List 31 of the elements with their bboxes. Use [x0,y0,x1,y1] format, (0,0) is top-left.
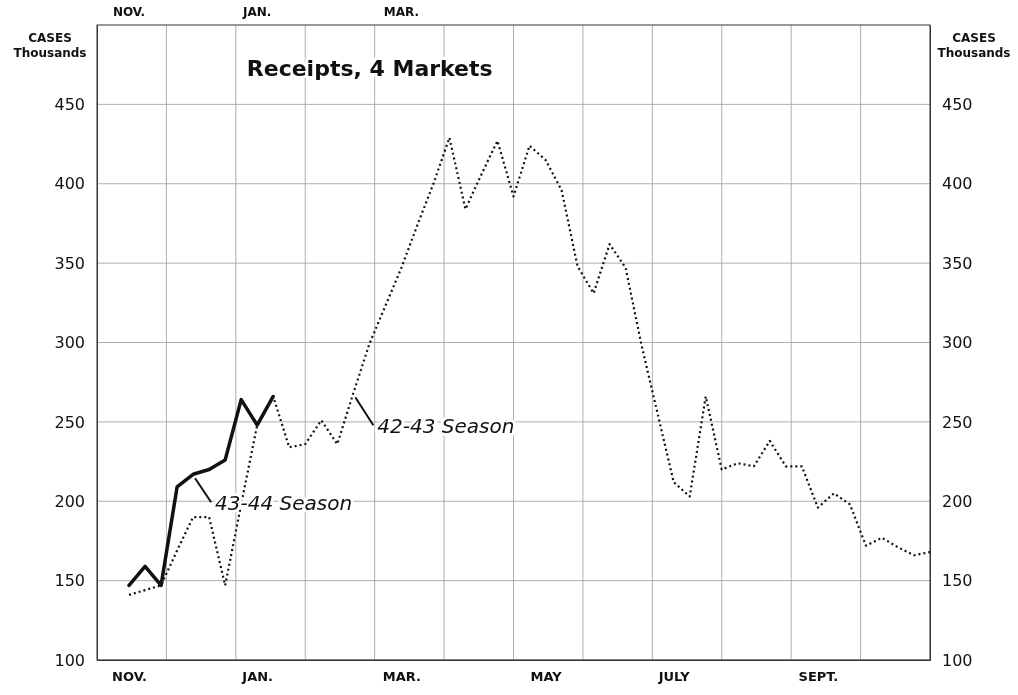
x-tick-label: SEPT. [798,669,839,685]
x-tick-label: NOV. [112,669,147,685]
text: MAR. [383,5,419,19]
y2-axis-title: CASES Thousands [937,31,1011,60]
x-tick-label: MAY [530,669,563,685]
y2-tick-label: 150 [942,571,973,591]
y2-tick-label: 450 [942,95,973,114]
y-tick-label: 250 [54,412,85,432]
y2-tick-label: 350 [942,253,973,273]
line-series [127,136,932,597]
y-tick-label: 300 [54,333,85,353]
y-axis-title: CASES Thousands [13,31,87,60]
series-label: 42-43 Season [377,414,515,439]
y-tick-label: 100 [54,650,85,670]
text: NOV. [112,5,146,19]
x-tick-label: MAR. [382,669,421,685]
y2-tick-label: 400 [942,174,973,194]
x-tick-label: JAN. [241,669,274,685]
legend-label: 43-44 Season [215,491,353,516]
y-tick-label: 150 [54,571,85,591]
y2-tick-label: 300 [942,333,973,353]
y2-tick-label: 200 [942,491,973,511]
y2-tick-label: 250 [942,412,973,432]
y2-tick-label: 100 [942,650,973,670]
y-tick-label: 400 [54,174,85,194]
y-tick-label: 450 [54,95,85,114]
text: JAN. [242,5,272,19]
y-tick-label: 200 [54,491,85,511]
y-tick-label: 350 [54,253,85,273]
x-tick-label: JULY [657,669,691,685]
text: Receipts, 4 Markets [246,55,493,81]
